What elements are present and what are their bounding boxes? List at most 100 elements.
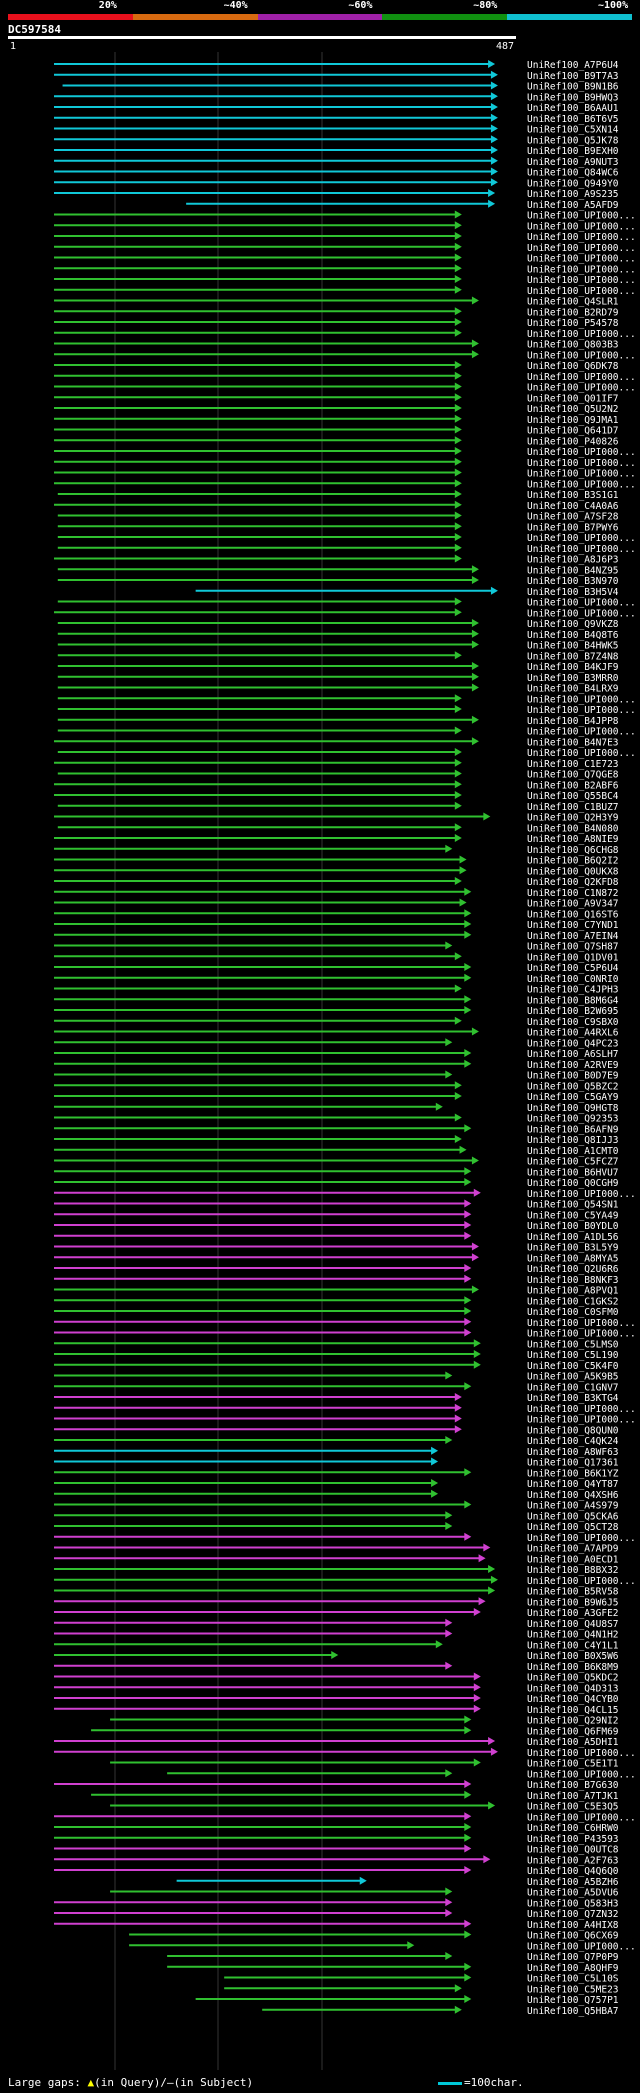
hit-row[interactable]: UniRef100_Q6CHG8: [54, 844, 619, 856]
hit-row[interactable]: UniRef100_UPI000...: [54, 1812, 636, 1823]
hit-row[interactable]: UniRef100_Q4YT87: [54, 1479, 619, 1490]
hit-row[interactable]: UniRef100_Q17361: [54, 1457, 619, 1469]
hit-row[interactable]: UniRef100_UPI000...: [54, 1403, 636, 1415]
hit-row[interactable]: UniRef100_C9SBX0: [54, 1016, 619, 1028]
hit-row[interactable]: UniRef100_B6Q2I2: [54, 855, 619, 867]
hit-label[interactable]: UniRef100_B7Z4N8: [527, 651, 619, 662]
hit-row[interactable]: UniRef100_B3N970: [57, 576, 619, 587]
hit-row[interactable]: UniRef100_Q4PC23: [54, 1038, 619, 1049]
hit-label[interactable]: UniRef100_UPI000...: [527, 1533, 636, 1544]
hit-label[interactable]: UniRef100_UPI000...: [527, 694, 636, 705]
hit-row[interactable]: UniRef100_B4N080: [57, 823, 619, 834]
hit-row[interactable]: UniRef100_UPI000...: [57, 748, 636, 759]
hit-row[interactable]: UniRef100_B4LRX9: [57, 683, 619, 695]
hit-row[interactable]: UniRef100_A1DL56: [54, 1231, 619, 1243]
hit-row[interactable]: UniRef100_Q803B3: [54, 339, 619, 351]
hit-label[interactable]: UniRef100_C1GNV7: [527, 1382, 619, 1393]
hit-label[interactable]: UniRef100_C7YND1: [527, 920, 619, 931]
hit-row[interactable]: UniRef100_B5RV58: [54, 1586, 619, 1598]
hit-label[interactable]: UniRef100_UPI000...: [527, 329, 636, 340]
hit-label[interactable]: UniRef100_C5LMS0: [527, 1339, 619, 1350]
hit-label[interactable]: UniRef100_Q5BZC2: [527, 1081, 619, 1092]
hit-row[interactable]: UniRef100_Q5BZC2: [54, 1081, 619, 1092]
hit-row[interactable]: UniRef100_UPI000...: [54, 1532, 636, 1544]
hit-row[interactable]: UniRef100_A5DHI1: [54, 1737, 619, 1748]
hit-label[interactable]: UniRef100_Q7QGE8: [527, 770, 619, 781]
hit-row[interactable]: UniRef100_UPI000...: [57, 726, 636, 738]
hit-label[interactable]: UniRef100_Q6FM69: [527, 1726, 619, 1737]
hit-label[interactable]: UniRef100_B2RD79: [527, 307, 619, 318]
hit-row[interactable]: UniRef100_C7YND1: [54, 920, 619, 931]
hit-row[interactable]: UniRef100_UPI000...: [167, 1769, 636, 1780]
hit-row[interactable]: UniRef100_B6AAU1: [54, 103, 619, 114]
hit-label[interactable]: UniRef100_Q4CYB0: [527, 1694, 619, 1705]
hit-label[interactable]: UniRef100_A7SF28: [527, 512, 619, 523]
hit-row[interactable]: UniRef100_Q6FM69: [91, 1726, 619, 1737]
hit-label[interactable]: UniRef100_UPI000...: [527, 1318, 636, 1329]
hit-row[interactable]: UniRef100_Q4SLR1: [54, 296, 619, 308]
hit-label[interactable]: UniRef100_A8QHF9: [527, 1963, 619, 1974]
hit-row[interactable]: UniRef100_A8NIE9: [54, 834, 619, 845]
hit-label[interactable]: UniRef100_UPI000...: [527, 383, 636, 394]
hit-row[interactable]: UniRef100_C0NRI0: [54, 973, 619, 985]
hit-row[interactable]: UniRef100_B3MRR0: [57, 672, 619, 684]
hit-label[interactable]: UniRef100_A3GFE2: [527, 1608, 619, 1619]
hit-row[interactable]: UniRef100_Q4CYB0: [54, 1694, 619, 1705]
hit-row[interactable]: UniRef100_Q2KFD8: [54, 877, 619, 888]
hit-label[interactable]: UniRef100_Q7ZN32: [527, 1909, 619, 1920]
hit-label[interactable]: UniRef100_UPI000...: [527, 264, 636, 275]
hit-label[interactable]: UniRef100_P40826: [527, 436, 619, 447]
hit-label[interactable]: UniRef100_UPI000...: [527, 1748, 636, 1759]
hit-row[interactable]: UniRef100_C5FCZ7: [54, 1156, 619, 1168]
hit-label[interactable]: UniRef100_Q17361: [527, 1458, 619, 1469]
hit-label[interactable]: UniRef100_B3H5V4: [527, 587, 619, 598]
hit-label[interactable]: UniRef100_Q4XSH6: [527, 1490, 619, 1501]
hit-label[interactable]: UniRef100_Q01IF7: [527, 393, 619, 404]
hit-label[interactable]: UniRef100_B2W695: [527, 1006, 619, 1017]
hit-label[interactable]: UniRef100_UPI000...: [527, 232, 636, 243]
hit-label[interactable]: UniRef100_B3S1G1: [527, 490, 619, 501]
hit-row[interactable]: UniRef100_A9NUT3: [54, 156, 619, 168]
hit-label[interactable]: UniRef100_C5E3Q5: [527, 1802, 619, 1813]
hit-label[interactable]: UniRef100_A8J6P3: [527, 555, 619, 566]
hit-label[interactable]: UniRef100_Q6CHG8: [527, 845, 619, 856]
hit-label[interactable]: UniRef100_Q641D7: [527, 426, 619, 437]
hit-row[interactable]: UniRef100_UPI000...: [54, 1747, 636, 1759]
hit-row[interactable]: UniRef100_UPI000...: [54, 1317, 636, 1329]
hit-row[interactable]: UniRef100_UPI000...: [54, 447, 636, 458]
hit-label[interactable]: UniRef100_B2ABF6: [527, 780, 619, 791]
hit-row[interactable]: UniRef100_Q5JK78: [54, 135, 619, 146]
hit-label[interactable]: UniRef100_A0ECD1: [527, 1554, 619, 1565]
hit-row[interactable]: UniRef100_B9HWQ3: [54, 92, 619, 103]
hit-label[interactable]: UniRef100_Q9HGT8: [527, 1103, 619, 1114]
hit-label[interactable]: UniRef100_UPI000...: [527, 469, 636, 480]
hit-label[interactable]: UniRef100_Q92353: [527, 1114, 619, 1125]
hit-label[interactable]: UniRef100_B9W6J5: [527, 1597, 619, 1608]
hit-row[interactable]: UniRef100_Q9HGT8: [54, 1102, 619, 1114]
hit-row[interactable]: UniRef100_Q7ZN32: [54, 1909, 619, 1920]
hit-label[interactable]: UniRef100_B0X5W6: [527, 1651, 619, 1662]
hit-row[interactable]: UniRef100_B9EXH0: [54, 146, 619, 157]
hit-row[interactable]: UniRef100_B4NZ95: [57, 565, 619, 576]
hit-label[interactable]: UniRef100_UPI000...: [527, 1576, 636, 1587]
hit-row[interactable]: UniRef100_Q5CKA6: [54, 1511, 619, 1522]
hit-row[interactable]: UniRef100_B6K8M9: [54, 1661, 619, 1673]
hit-label[interactable]: UniRef100_UPI000...: [527, 221, 636, 232]
hit-row[interactable]: UniRef100_B2W695: [54, 1006, 619, 1017]
hit-row[interactable]: UniRef100_C1GNV7: [54, 1382, 619, 1393]
hit-row[interactable]: UniRef100_C4QK24: [54, 1436, 619, 1447]
hit-row[interactable]: UniRef100_B7Z4N8: [57, 651, 619, 662]
hit-label[interactable]: UniRef100_Q583H3: [527, 1898, 619, 1909]
hit-label[interactable]: UniRef100_C5P6U4: [527, 963, 619, 974]
hit-row[interactable]: UniRef100_A4HIX8: [54, 1919, 619, 1931]
hit-label[interactable]: UniRef100_B4N080: [527, 823, 619, 834]
hit-label[interactable]: UniRef100_Q16ST6: [527, 909, 619, 920]
hit-label[interactable]: UniRef100_C5K4F0: [527, 1361, 619, 1372]
hit-row[interactable]: UniRef100_C5E1T1: [110, 1758, 619, 1770]
hit-row[interactable]: UniRef100_B6HVU7: [54, 1167, 619, 1178]
hit-label[interactable]: UniRef100_Q0UTC8: [527, 1845, 619, 1856]
hit-row[interactable]: UniRef100_A7TJK1: [91, 1790, 619, 1802]
hit-label[interactable]: UniRef100_C5L10S: [527, 1974, 619, 1985]
hit-label[interactable]: UniRef100_A9S235: [527, 189, 619, 200]
hit-row[interactable]: UniRef100_A4RXL6: [54, 1027, 619, 1039]
